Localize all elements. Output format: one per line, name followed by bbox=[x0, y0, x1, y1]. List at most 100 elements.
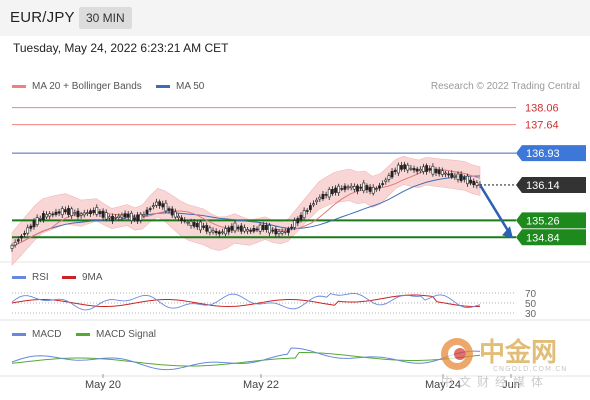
candle-body bbox=[434, 168, 438, 174]
support-label-135.26: 135.26 bbox=[526, 215, 560, 227]
x-tick-label: Jun bbox=[502, 379, 520, 391]
legend-rsi-label: RSI bbox=[32, 272, 49, 283]
candle-body bbox=[428, 168, 432, 171]
rsi-ma-line bbox=[11, 294, 481, 308]
candle-body bbox=[217, 231, 221, 235]
candle-body bbox=[337, 185, 341, 194]
candle-body bbox=[400, 165, 403, 170]
candle-body bbox=[173, 211, 177, 218]
candle-body bbox=[371, 187, 375, 194]
candle-body bbox=[340, 188, 344, 190]
candle-body bbox=[73, 212, 77, 214]
header-bar: EUR/JPY 30 MIN bbox=[0, 0, 590, 36]
credit-text: Research © 2022 Trading Central bbox=[430, 81, 580, 92]
candle-body bbox=[79, 213, 83, 216]
candle-body bbox=[214, 230, 218, 234]
macd-signal-line bbox=[11, 352, 481, 367]
candle-body bbox=[418, 168, 422, 172]
candle-body bbox=[258, 224, 262, 232]
candle-body bbox=[315, 199, 319, 203]
ma20-swatch bbox=[12, 85, 26, 88]
candle-body bbox=[123, 213, 127, 218]
candle-body bbox=[57, 211, 61, 214]
candle-body bbox=[343, 185, 347, 190]
candle-body bbox=[265, 225, 268, 230]
bollinger-band bbox=[11, 155, 481, 266]
candle-body bbox=[167, 208, 171, 211]
candle-body bbox=[352, 186, 356, 190]
candle-body bbox=[390, 171, 394, 178]
candle-body bbox=[205, 225, 209, 232]
candle-body bbox=[302, 210, 306, 219]
candle-body bbox=[318, 196, 322, 200]
candle-body bbox=[415, 168, 419, 172]
candle-body bbox=[164, 202, 168, 212]
rsi-swatch bbox=[12, 276, 26, 279]
legend-ma50-label: MA 50 bbox=[176, 81, 205, 92]
candle-body bbox=[274, 228, 278, 235]
candle-body bbox=[393, 169, 397, 172]
x-tick-label: May 20 bbox=[85, 379, 121, 391]
candle-body bbox=[202, 225, 205, 228]
candle-body bbox=[431, 165, 435, 175]
candle-body bbox=[233, 222, 237, 232]
candle-body bbox=[349, 185, 353, 189]
candle-body bbox=[409, 167, 413, 170]
candle-body bbox=[13, 242, 17, 246]
candle-body bbox=[277, 230, 281, 234]
candle-body bbox=[365, 185, 369, 191]
last-price-box bbox=[516, 176, 586, 193]
candle-body bbox=[334, 187, 337, 193]
candle-body bbox=[440, 170, 444, 175]
legend-rsi-ma: 9MA bbox=[62, 272, 103, 283]
candle-body bbox=[287, 228, 290, 233]
candle-body bbox=[42, 213, 45, 221]
candle-body bbox=[236, 226, 240, 229]
candle-body bbox=[60, 208, 64, 216]
candle-body bbox=[139, 213, 143, 221]
candle-body bbox=[368, 186, 372, 192]
candle-body bbox=[324, 194, 328, 196]
interval-badge[interactable]: 30 MIN bbox=[79, 7, 132, 29]
candle-body bbox=[98, 211, 102, 214]
candle-body bbox=[459, 174, 463, 182]
legend-ma20-label: MA 20 + Bollinger Bands bbox=[32, 81, 142, 92]
candle-body bbox=[252, 228, 256, 232]
resistance-label-137.64: 137.64 bbox=[525, 120, 559, 132]
candle-body bbox=[51, 213, 55, 216]
candle-body bbox=[38, 217, 42, 220]
candle-body bbox=[422, 166, 425, 172]
candle-body bbox=[475, 182, 479, 186]
svg-text:中文财经媒体: 中文财经媒体 bbox=[441, 374, 549, 389]
candle-body bbox=[54, 211, 58, 215]
ma50-swatch bbox=[156, 85, 170, 88]
candle-body bbox=[293, 220, 297, 228]
candle-body bbox=[469, 179, 472, 184]
macd-swatch bbox=[12, 333, 26, 336]
candle-body bbox=[381, 183, 385, 185]
candle-body bbox=[268, 224, 271, 234]
candle-body bbox=[456, 173, 460, 180]
candle-body bbox=[271, 229, 275, 232]
candle-body bbox=[327, 189, 331, 198]
candle-body bbox=[462, 177, 466, 180]
watermark-logo-dot bbox=[454, 348, 466, 360]
candle-body bbox=[20, 235, 23, 239]
candle-body bbox=[321, 193, 325, 200]
candle-body bbox=[296, 218, 300, 224]
candle-body bbox=[290, 226, 293, 229]
candle-body bbox=[136, 214, 140, 222]
forecast-arrow bbox=[478, 184, 511, 233]
candle-body bbox=[230, 225, 234, 231]
macd-line bbox=[11, 347, 481, 371]
candle-body bbox=[10, 245, 14, 249]
legend-ma50: MA 50 bbox=[156, 81, 204, 92]
candle-body bbox=[126, 213, 130, 218]
candle-body bbox=[70, 208, 74, 216]
candle-body bbox=[114, 217, 118, 219]
candle-body bbox=[227, 227, 231, 233]
candle-body bbox=[346, 186, 350, 189]
candle-body bbox=[85, 212, 89, 214]
candle-body bbox=[133, 217, 136, 220]
